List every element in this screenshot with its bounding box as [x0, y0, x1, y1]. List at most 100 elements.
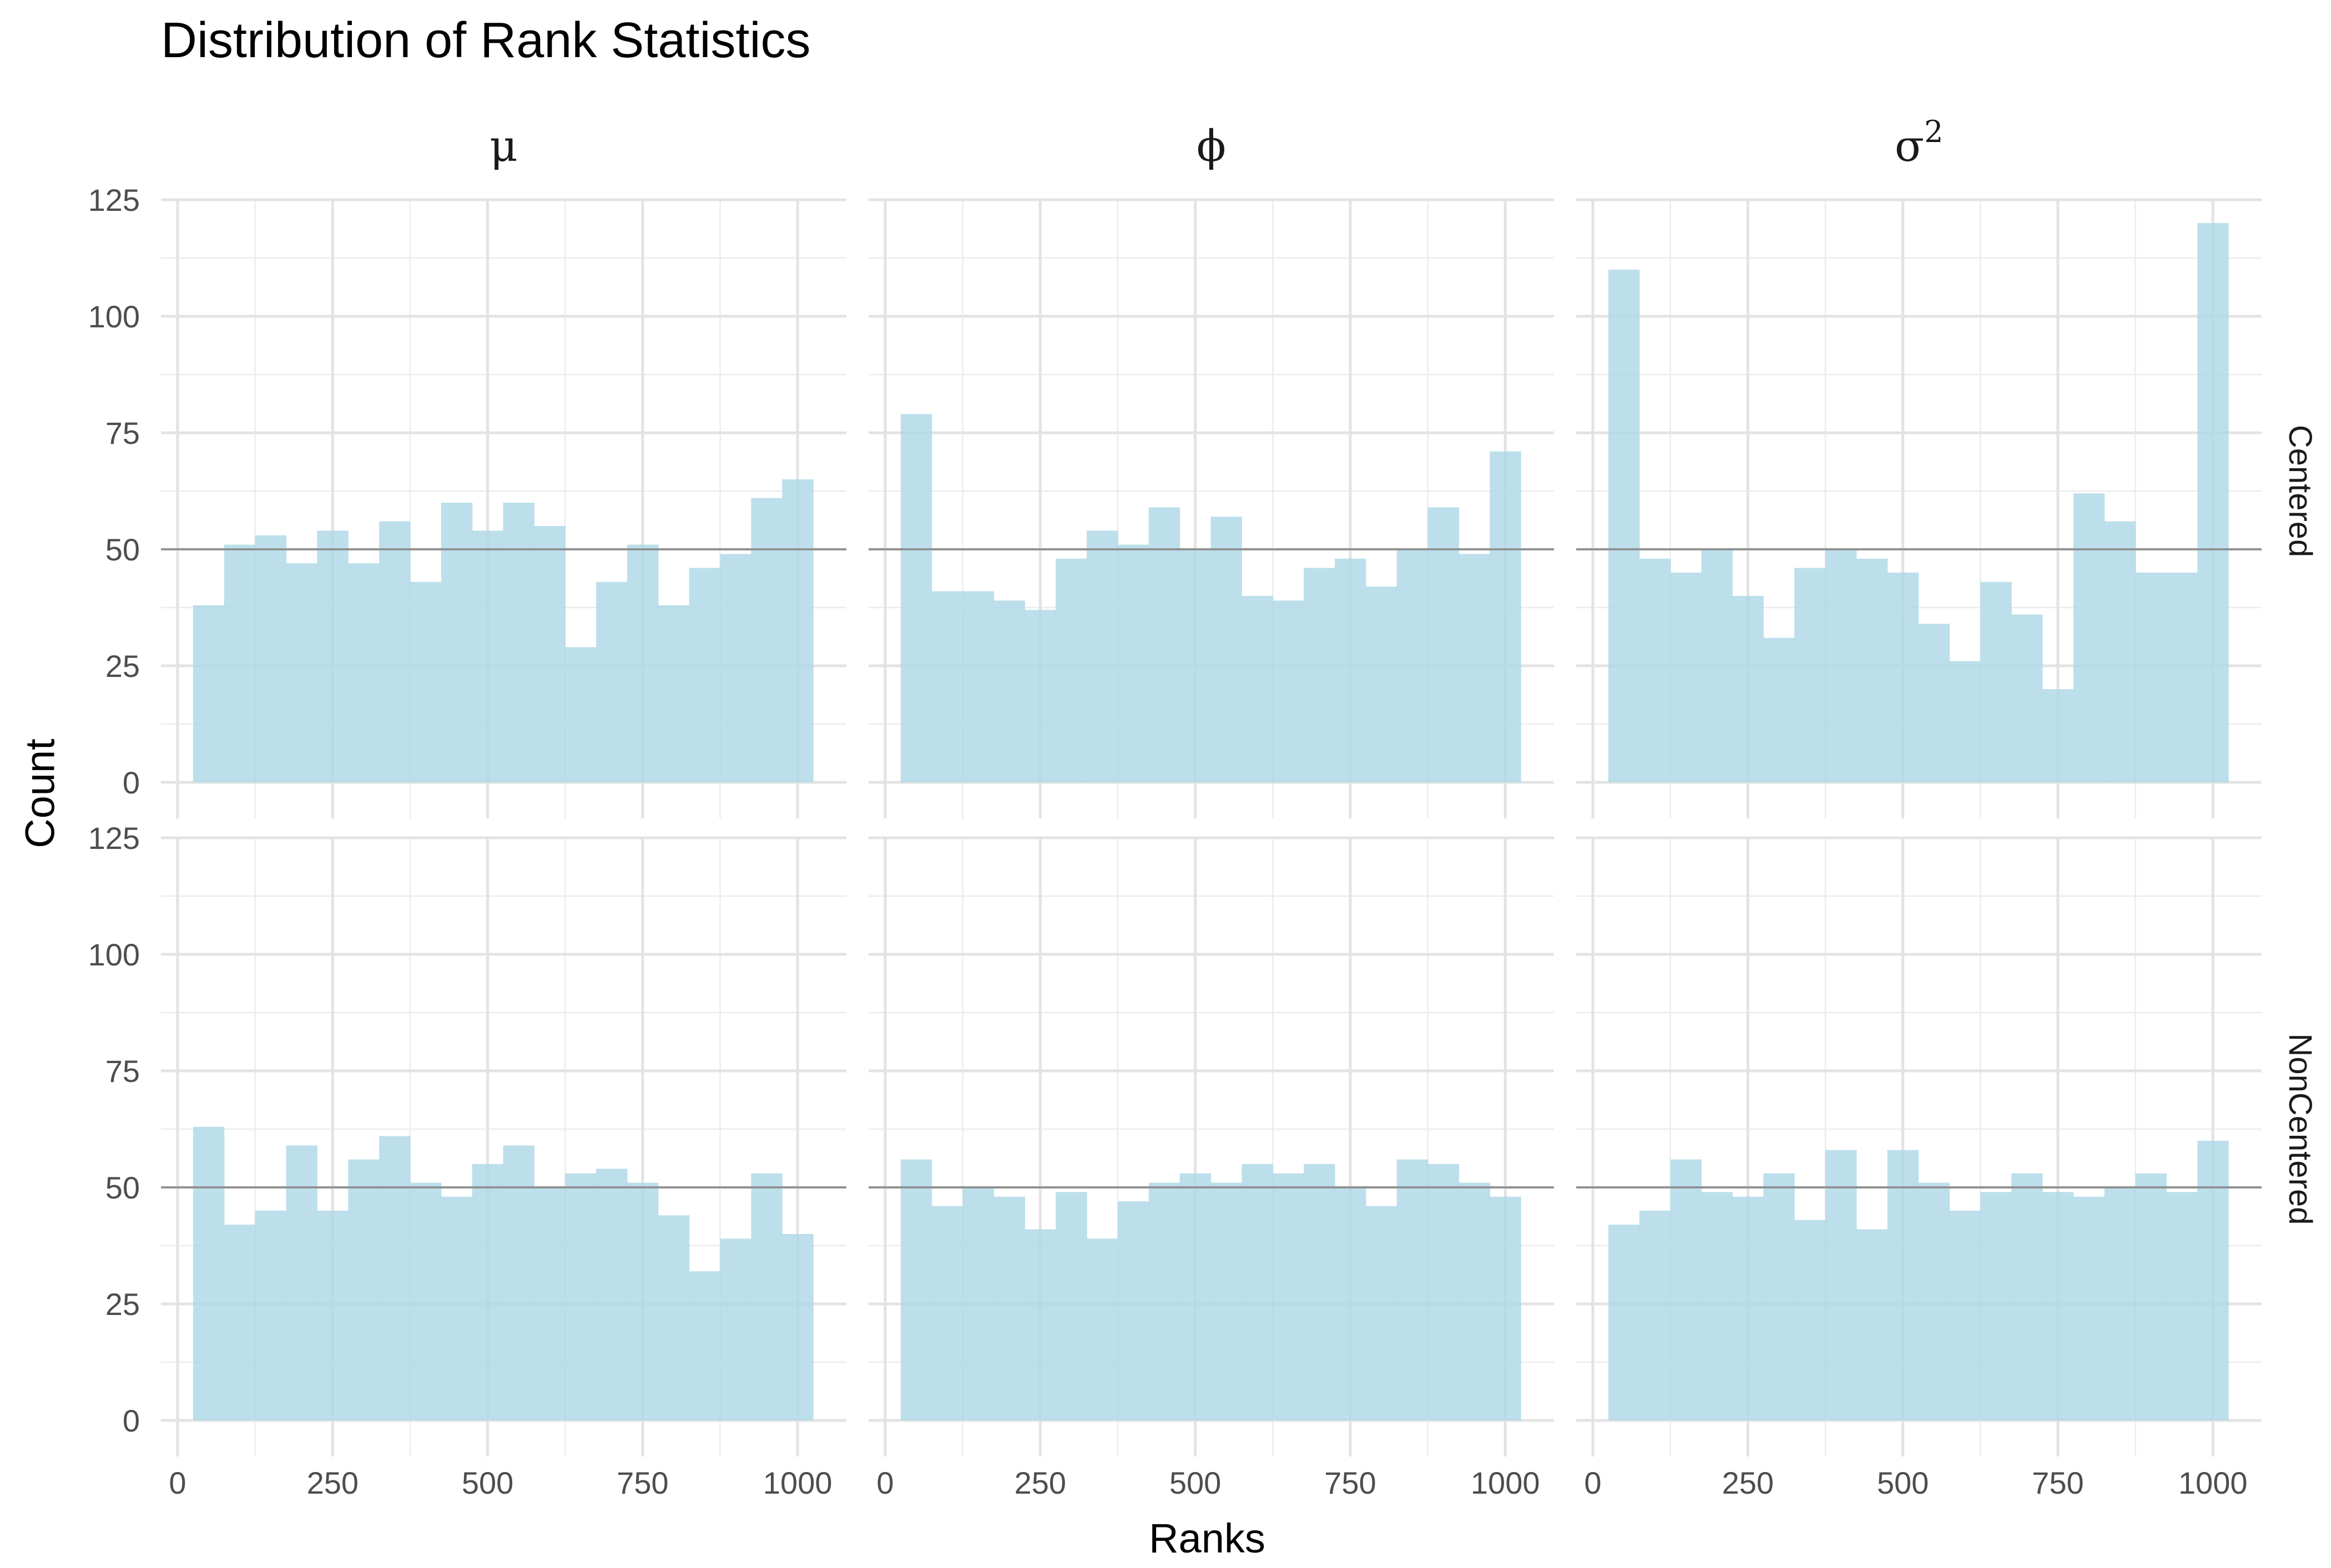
histogram-bar [1980, 1192, 2012, 1420]
histogram-bar [962, 1187, 995, 1420]
histogram-bar [2073, 493, 2105, 782]
histogram-bar [2166, 1192, 2198, 1420]
strip-label-centered: Centered [2282, 425, 2318, 558]
histogram-bar [286, 1145, 317, 1420]
histogram-bar [1334, 1187, 1366, 1420]
histogram-bar [1242, 596, 1273, 782]
histogram-bar [1949, 1211, 1981, 1420]
histogram-bar [1670, 1159, 1702, 1420]
y-tick-label: 25 [105, 649, 140, 684]
x-tick-label: 250 [1015, 1465, 1066, 1500]
histogram-bar [658, 605, 690, 782]
histogram-bar [2104, 521, 2136, 782]
histogram-bar [993, 1196, 1025, 1420]
histogram-bar [1856, 558, 1888, 782]
x-tick-label: 750 [617, 1465, 668, 1500]
histogram-bar [2166, 573, 2198, 782]
histogram-bar [1608, 1225, 1640, 1420]
histogram-bar [751, 1173, 783, 1420]
y-tick-label: 50 [105, 1170, 140, 1205]
histogram-bar [534, 1187, 566, 1420]
histogram-bar [751, 498, 783, 782]
histogram-bar [1763, 638, 1795, 782]
histogram-bar [1179, 1173, 1212, 1420]
histogram-bar [900, 414, 932, 782]
histogram-bar [1794, 568, 1826, 782]
histogram-bar [1148, 1182, 1180, 1420]
histogram-bar [1210, 1182, 1242, 1420]
histogram-bar [503, 503, 534, 782]
strip-label-mu: μ [490, 122, 518, 171]
histogram-bar [1087, 530, 1118, 782]
strip-label-noncentered: NonCentered [2282, 1034, 2318, 1225]
histogram-bar [720, 1238, 752, 1420]
histogram-bar [565, 1173, 597, 1420]
x-tick-label: 750 [1324, 1465, 1376, 1500]
x-tick-label: 250 [1722, 1465, 1774, 1500]
histogram-bar [1304, 568, 1335, 782]
histogram-bar [2042, 1192, 2074, 1420]
histogram-bar [1918, 1182, 1950, 1420]
y-tick-label: 100 [88, 937, 140, 972]
histogram-bar [1918, 624, 1950, 782]
strip-label-sigma2: σ2 [1895, 114, 1944, 171]
histogram-bar [1608, 270, 1640, 782]
histogram-bar [782, 479, 814, 782]
histogram-bar [1856, 1229, 1888, 1420]
x-tick-label: 0 [876, 1465, 894, 1500]
histogram-bar [658, 1215, 690, 1420]
histogram-bar [2011, 1173, 2043, 1420]
x-tick-label: 500 [462, 1465, 513, 1500]
histogram-bar [1427, 507, 1460, 782]
histogram-bar [1639, 558, 1671, 782]
histogram-bar [1396, 1159, 1429, 1420]
histogram-bar [224, 544, 256, 782]
histogram-bar [1117, 1201, 1149, 1420]
histogram-bar [1670, 573, 1702, 782]
histogram-bar [1949, 661, 1981, 782]
x-tick-label: 250 [307, 1465, 359, 1500]
histogram-bar [689, 1271, 721, 1420]
x-tick-label: 1000 [2178, 1465, 2248, 1500]
histogram-bar [224, 1225, 256, 1420]
histogram-bar [993, 600, 1025, 782]
histogram-bar [1701, 549, 1733, 782]
y-tick-label: 75 [105, 1054, 140, 1089]
histogram-bar [1732, 1196, 1764, 1420]
histogram-bar [2135, 1173, 2167, 1420]
histogram-bar [255, 1211, 287, 1420]
strip-label-phi: ϕ [1197, 122, 1226, 171]
histogram-bar [1273, 600, 1304, 782]
histogram-bar [720, 554, 752, 782]
histogram-bar [1794, 1220, 1826, 1420]
histogram-bar [2011, 614, 2043, 782]
histogram-bar [1427, 1164, 1460, 1420]
histogram-bar [1025, 610, 1056, 782]
histogram-bar [931, 1206, 963, 1420]
histogram-bar [1763, 1173, 1795, 1420]
histogram-bar [441, 1196, 473, 1420]
histogram-bar [1980, 581, 2012, 782]
x-tick-label: 1000 [763, 1465, 833, 1500]
histogram-bar [627, 544, 659, 782]
histogram-bar [627, 1182, 659, 1420]
histogram-bar [1056, 1192, 1087, 1420]
histogram-bar [1365, 1206, 1397, 1420]
histogram-bar [2104, 1187, 2136, 1420]
y-tick-label: 25 [105, 1287, 140, 1322]
histogram-bar [689, 568, 721, 782]
histogram-bar [317, 530, 349, 782]
histogram-bar [1887, 1150, 1919, 1420]
histogram-bar [1025, 1229, 1056, 1420]
histogram-bar [1273, 1173, 1304, 1420]
histogram-bar [1148, 507, 1180, 782]
histogram-bar [1365, 586, 1397, 782]
histogram-bar [2135, 573, 2167, 782]
x-tick-label: 0 [169, 1465, 186, 1500]
histogram-bar [441, 503, 473, 782]
y-tick-label: 0 [123, 1403, 140, 1438]
histogram-bar [931, 591, 963, 782]
histogram-bar [348, 563, 380, 782]
histogram-bar [1490, 1196, 1521, 1420]
